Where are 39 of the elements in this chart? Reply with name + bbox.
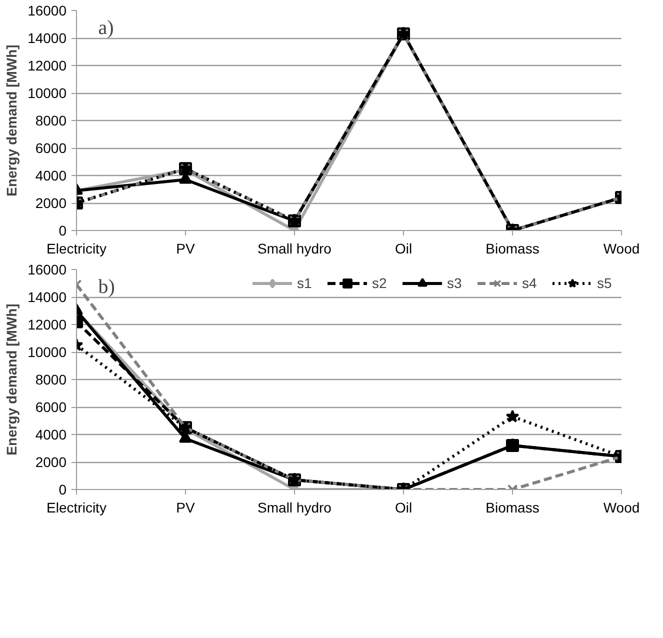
- x-tick-label: Small hydro: [258, 500, 332, 516]
- y-tick-label: 10000: [28, 85, 67, 101]
- annotation: a): [98, 17, 114, 40]
- legend-label: s4: [522, 275, 538, 291]
- x-tick-label: Oil: [394, 500, 412, 516]
- y-axis-title: Energy demand [MWh]: [4, 44, 20, 196]
- legend-label: s3: [447, 275, 463, 291]
- x-tick-label: Biomass: [486, 500, 540, 516]
- y-tick-label: 2000: [35, 195, 67, 211]
- x-tick-label: Electricity: [46, 240, 106, 256]
- y-tick-label: 4000: [35, 426, 67, 442]
- y-axis-title: Energy demand [MWh]: [4, 304, 20, 456]
- y-tick-label: 10000: [28, 344, 67, 360]
- x-tick-label: Small hydro: [258, 240, 332, 256]
- y-tick-label: 0: [58, 482, 67, 498]
- y-tick-label: 14000: [28, 289, 67, 305]
- legend-label: s1: [297, 275, 313, 291]
- y-tick-label: 8000: [35, 372, 67, 388]
- y-tick-label: 12000: [28, 316, 67, 332]
- annotation: b): [98, 276, 115, 298]
- x-tick-label: PV: [176, 240, 196, 256]
- y-tick-label: 2000: [35, 454, 67, 470]
- y-tick-label: 8000: [35, 112, 67, 128]
- y-tick-label: 4000: [35, 168, 67, 184]
- y-tick-label: 12000: [28, 58, 67, 74]
- legend-label: s2: [372, 275, 388, 291]
- x-tick-label: PV: [176, 500, 196, 516]
- legend-label: s5: [597, 275, 613, 291]
- x-tick-label: Wood: [603, 240, 640, 256]
- y-tick-label: 16000: [28, 262, 67, 278]
- y-tick-label: 16000: [28, 2, 67, 18]
- x-tick-label: Electricity: [46, 500, 106, 516]
- y-tick-label: 14000: [28, 30, 67, 46]
- y-tick-label: 6000: [35, 399, 67, 415]
- y-tick-label: 6000: [35, 140, 67, 156]
- x-tick-label: Biomass: [486, 240, 540, 256]
- x-tick-label: Oil: [394, 240, 412, 256]
- y-tick-label: 0: [58, 222, 67, 238]
- x-tick-label: Wood: [603, 500, 640, 516]
